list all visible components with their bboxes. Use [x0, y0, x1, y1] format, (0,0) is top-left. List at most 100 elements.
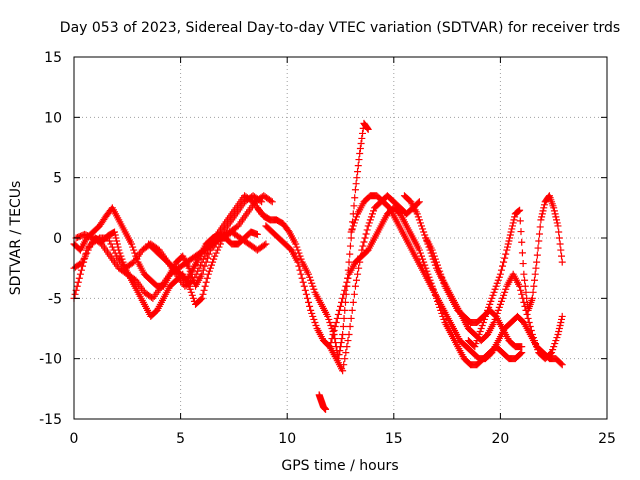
- data-point-marker: [439, 276, 447, 284]
- data-point-marker: [192, 270, 200, 278]
- data-point-marker: [73, 282, 81, 290]
- data-point-marker: [508, 222, 516, 230]
- data-point-marker: [550, 343, 558, 351]
- data-point-marker: [487, 297, 495, 305]
- data-point-marker: [415, 198, 423, 206]
- data-point-marker: [307, 306, 315, 314]
- data-point-marker: [336, 347, 344, 355]
- data-point-marker: [540, 204, 548, 212]
- data-point-marker: [189, 276, 197, 284]
- data-point-marker: [414, 199, 422, 207]
- data-point-marker: [476, 328, 484, 336]
- data-point-marker: [186, 285, 194, 293]
- data-point-marker: [111, 249, 119, 257]
- data-point-marker: [307, 276, 315, 284]
- data-point-marker: [104, 234, 112, 242]
- data-point-marker: [438, 273, 446, 281]
- data-point-marker: [500, 291, 508, 299]
- data-point-marker: [535, 230, 543, 238]
- x-tick-label: 5: [176, 431, 185, 447]
- data-point-marker: [435, 264, 443, 272]
- data-point-marker: [299, 278, 307, 286]
- data-point-marker: [490, 288, 498, 296]
- data-point-marker: [356, 145, 364, 153]
- data-point-marker: [267, 197, 275, 205]
- y-tick-label: -5: [48, 291, 62, 307]
- data-point-marker: [349, 298, 357, 306]
- data-point-marker: [520, 270, 528, 278]
- data-point-marker: [527, 327, 535, 335]
- data-point-marker: [474, 334, 482, 342]
- data-point-marker: [421, 231, 429, 239]
- data-point-marker: [107, 240, 115, 248]
- data-point-marker: [308, 279, 316, 287]
- data-point-marker: [354, 162, 362, 170]
- data-point-marker: [81, 252, 89, 260]
- data-point-marker: [504, 243, 512, 251]
- data-point-marker: [75, 274, 83, 282]
- data-point-marker: [553, 334, 561, 342]
- data-point-marker: [496, 270, 504, 278]
- data-point-marker: [556, 240, 564, 248]
- data-point-marker: [533, 251, 541, 259]
- data-point-marker: [494, 306, 502, 314]
- data-point-marker: [499, 262, 507, 270]
- data-point-marker: [558, 252, 566, 260]
- data-point-marker: [547, 350, 555, 358]
- data-point-marker: [295, 262, 303, 270]
- series-arc-12: [464, 192, 566, 351]
- data-point-marker: [550, 207, 558, 215]
- data-point-marker: [529, 288, 537, 296]
- data-point-marker: [353, 174, 361, 182]
- chart-title: Day 053 of 2023, Sidereal Day-to-day VTE…: [60, 20, 620, 36]
- data-point-marker: [325, 315, 333, 323]
- data-point-marker: [199, 290, 207, 298]
- data-point-marker: [111, 228, 119, 236]
- data-point-marker: [550, 204, 558, 212]
- data-point-marker: [346, 250, 354, 258]
- data-point-marker: [516, 217, 524, 225]
- data-point-marker: [310, 315, 318, 323]
- data-point-marker: [350, 202, 358, 210]
- data-point-marker: [516, 206, 524, 214]
- data-point-marker: [210, 255, 218, 263]
- data-point-marker: [346, 322, 354, 330]
- data-point-marker: [475, 331, 483, 339]
- data-point-marker: [477, 325, 485, 332]
- data-point-marker: [330, 327, 338, 335]
- data-point-marker: [211, 252, 219, 260]
- data-point-marker: [339, 322, 347, 330]
- data-point-marker: [529, 334, 537, 342]
- data-point-marker: [298, 274, 306, 282]
- data-point-marker: [534, 346, 542, 354]
- data-point-marker: [414, 213, 422, 221]
- data-point-marker: [419, 225, 427, 233]
- y-tick-label: 5: [53, 171, 62, 187]
- data-point-marker: [521, 282, 529, 290]
- data-point-marker: [492, 282, 500, 290]
- data-point-marker: [355, 156, 363, 164]
- data-point-marker: [436, 267, 444, 275]
- data-point-marker: [343, 343, 351, 351]
- data-point-marker: [187, 288, 195, 296]
- data-point-marker: [533, 258, 541, 266]
- data-point-marker: [326, 318, 334, 326]
- data-point-marker: [309, 312, 317, 320]
- data-point-marker: [557, 318, 565, 326]
- data-point-marker: [305, 270, 313, 278]
- data-point-marker: [440, 315, 448, 323]
- data-point-marker: [501, 288, 509, 296]
- data-point-marker: [71, 290, 79, 298]
- data-point-marker: [555, 228, 563, 236]
- data-point-marker: [189, 294, 197, 302]
- y-tick-label: -10: [39, 352, 62, 368]
- data-point-marker: [518, 343, 526, 351]
- y-axis-label: SDTVAR / TECUs: [8, 181, 24, 296]
- data-point-marker: [208, 261, 216, 269]
- data-point-marker: [509, 219, 517, 227]
- data-point-marker: [522, 288, 530, 296]
- data-point-marker: [510, 216, 518, 224]
- data-point-marker: [345, 258, 353, 266]
- data-point-marker: [303, 294, 311, 302]
- data-point-marker: [505, 237, 513, 245]
